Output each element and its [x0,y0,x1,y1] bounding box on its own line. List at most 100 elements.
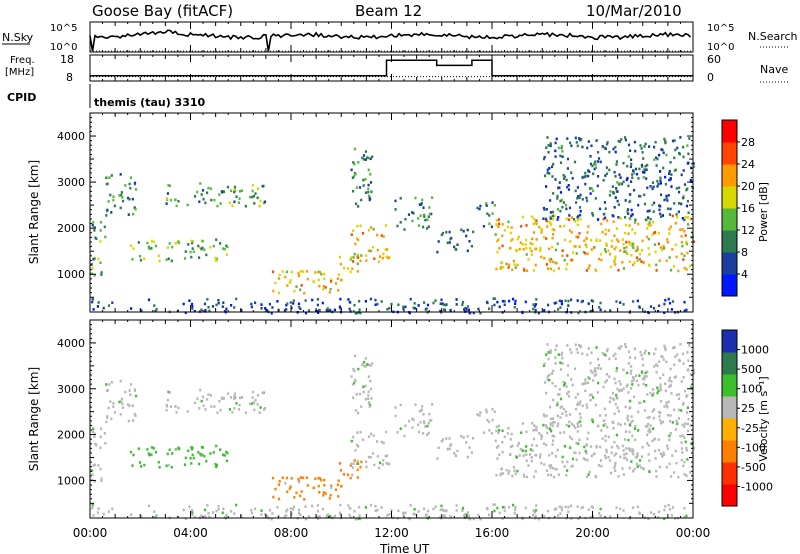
velocity-cell [380,440,383,444]
velocity-cell [669,384,672,388]
power-cell [218,193,221,196]
power-cell [364,158,367,161]
power-cell [187,243,190,246]
velocity-cell [659,386,662,389]
velocity-cell [333,514,336,518]
power-cell [466,249,469,253]
power-cell [534,303,537,306]
power-cell [166,192,169,195]
power-cell [556,208,559,211]
power-cell [658,259,661,262]
power-cell [628,200,631,204]
velocity-cell [217,508,220,511]
velocity-cell [330,484,333,488]
power-cell [316,303,319,307]
power-cell [568,206,572,210]
power-cell [678,152,681,156]
power-cell [191,241,194,245]
velocity-cell [689,385,692,388]
power-cell [619,301,622,304]
range-tick-label: 2000 [57,429,85,442]
velocity-cell [587,473,590,476]
velocity-cell [509,453,512,456]
power-cell [616,199,619,203]
velocity-cell [128,389,131,392]
power-cell [678,186,681,190]
velocity-cell [373,463,376,467]
power-cell [634,221,637,224]
power-cell [525,247,528,250]
power-cell [625,178,628,182]
velocity-cell [233,395,236,398]
power-cell [666,207,670,211]
velocity-cell [651,394,654,397]
power-cell [554,178,557,181]
power-cell [649,185,652,188]
power-cell [612,191,615,194]
velocity-cell [431,403,434,406]
velocity-cell [557,422,560,426]
velocity-cell [658,360,661,364]
velocity-cell [423,507,426,510]
velocity-cell [549,473,552,477]
power-cell [663,311,666,314]
velocity-cell [492,503,495,506]
power-cell [132,247,135,250]
velocity-cell [685,449,688,452]
velocity-cell [497,431,500,435]
power-cell [659,182,662,185]
power-cell [523,269,526,272]
velocity-cell [356,476,359,479]
colorbar-tick-label: 100 [741,383,762,396]
velocity-cell [680,441,683,444]
power-cell [231,204,234,207]
power-cell [254,301,257,305]
velocity-cell [659,452,662,456]
velocity-cell [225,459,228,463]
velocity-cell [617,422,620,426]
power-cell [495,223,498,226]
velocity-cell [551,421,554,424]
velocity-cell [229,396,233,399]
power-cell [417,217,420,220]
velocity-cell [358,505,361,509]
power-cell [687,161,690,165]
power-cell [576,223,579,227]
power-cell [107,200,110,203]
velocity-cell [525,475,529,479]
velocity-cell [597,357,600,361]
velocity-cell [584,449,587,453]
power-cell [320,272,323,276]
power-cell [636,259,639,262]
power-cell [630,180,633,183]
power-cell [560,198,563,202]
power-cell [132,212,135,216]
velocity-cell [413,513,416,516]
time-tick-label: 04:00 [173,526,208,540]
velocity-cell [658,465,661,469]
power-cell [615,245,618,249]
velocity-cell [562,407,565,411]
power-cell [674,221,677,225]
power-cell [374,298,377,302]
power-cell [582,175,585,179]
power-cell [278,273,281,277]
velocity-cell [550,429,553,433]
power-cell [201,239,204,243]
range-tick-label: 2000 [57,222,85,235]
velocity-cell [618,389,621,393]
velocity-cell [150,446,154,449]
velocity-cell [93,463,96,467]
power-cell [570,298,573,302]
velocity-cell [543,515,546,518]
velocity-cell [646,425,649,428]
velocity-cell [192,456,195,460]
velocity-cell [299,513,302,516]
velocity-cell [209,452,212,455]
velocity-cell [685,395,688,398]
freq-right-label: Nave [760,63,788,76]
power-cell [472,311,475,315]
power-cell [640,147,643,150]
power-cell [154,244,158,248]
power-cell [557,267,560,270]
